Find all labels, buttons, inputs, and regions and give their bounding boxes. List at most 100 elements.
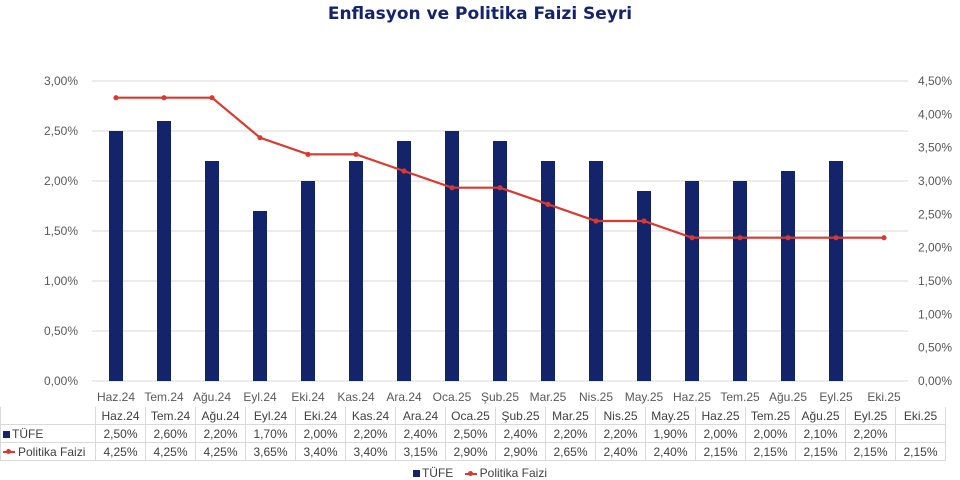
line-point xyxy=(881,235,887,241)
table-cell: 2,00% xyxy=(745,424,796,443)
line-point xyxy=(593,218,599,224)
table-header-cell: Eki.25 xyxy=(895,407,946,425)
y-left-tick-label: 3,00% xyxy=(44,74,78,88)
data-table: Haz.24 Tem.24 Ağu.24 Eyl.24 Eki.24 Kas.24 Ara.… xyxy=(0,407,946,461)
bar xyxy=(685,181,699,381)
table-corner-cell xyxy=(0,407,96,425)
bar xyxy=(301,181,315,381)
table-cell: 2,65% xyxy=(545,442,596,461)
table-cell: 2,40% xyxy=(645,442,696,461)
bar xyxy=(637,191,651,381)
bar xyxy=(829,161,843,381)
table-series-name: Politika Faizi xyxy=(18,444,86,459)
line-point xyxy=(833,235,839,241)
table-cell: 2,15% xyxy=(845,442,896,461)
y-right-tick-label: 0,50% xyxy=(918,341,952,355)
legend: TÜFE Politika Faizi xyxy=(0,466,960,480)
legend-item-line: Politika Faizi xyxy=(464,466,548,480)
x-tick-label: Kas.24 xyxy=(337,390,375,404)
x-tick-label: Oca.25 xyxy=(433,390,472,404)
bar xyxy=(589,161,603,381)
table-cell: 4,25% xyxy=(195,442,246,461)
table-header-cell: Ara.24 xyxy=(395,407,446,425)
table-row: Politika Faizi 4,25% 4,25% 4,25% 3,65% 3,40% 3… xyxy=(0,442,946,461)
y-left-tick-label: 2,00% xyxy=(44,174,78,188)
x-tick-label: Ara.24 xyxy=(386,390,422,404)
table-cell xyxy=(895,424,946,443)
x-tick-label: Eyl.24 xyxy=(243,390,277,404)
x-tick-label: Eki.24 xyxy=(291,390,325,404)
table-cell: 2,20% xyxy=(345,424,396,443)
bar xyxy=(253,211,267,381)
legend-line-key xyxy=(464,470,477,476)
bar xyxy=(109,131,123,381)
table-header-cell: Tem.24 xyxy=(145,407,196,425)
x-tick-label: Haz.25 xyxy=(673,390,711,404)
x-tick-label: Mar.25 xyxy=(530,390,567,404)
bar xyxy=(397,141,411,381)
table-header-cell: Eyl.24 xyxy=(245,407,296,425)
legend-label-bar: TÜFE xyxy=(421,466,454,480)
table-cell: 2,00% xyxy=(695,424,746,443)
table-cell: 2,60% xyxy=(145,424,196,443)
x-tick-label: May.25 xyxy=(625,390,664,404)
table-cell: 3,40% xyxy=(345,442,396,461)
table-cell: 2,40% xyxy=(595,442,646,461)
bar-key-icon xyxy=(3,430,10,438)
y-right-tick-label: 4,00% xyxy=(918,107,952,121)
table-cell: 4,25% xyxy=(95,442,146,461)
table-cell: 4,25% xyxy=(145,442,196,461)
line-point xyxy=(209,95,215,101)
table-series-name: TÜFE xyxy=(12,426,44,441)
table-series-label: TÜFE xyxy=(0,424,96,443)
table-cell: 2,50% xyxy=(95,424,146,443)
line-point xyxy=(641,218,647,224)
bar xyxy=(205,161,219,381)
table-cell: 2,15% xyxy=(695,442,746,461)
y-right-tick-label: 1,00% xyxy=(918,307,952,321)
y-left-tick-label: 0,00% xyxy=(44,374,78,388)
x-tick-label: Eyl.25 xyxy=(819,390,853,404)
chart-title: Enflasyon ve Politika Faizi Seyri xyxy=(327,4,633,24)
table-cell: 2,50% xyxy=(445,424,496,443)
line-point xyxy=(545,201,551,207)
table-cell: 3,65% xyxy=(245,442,296,461)
bar xyxy=(733,181,747,381)
table-header-cell: Mar.25 xyxy=(545,407,596,425)
table-cell: 3,15% xyxy=(395,442,446,461)
x-tick-label: Nis.25 xyxy=(579,390,613,404)
table-cell: 1,90% xyxy=(645,424,696,443)
table-cell: 1,70% xyxy=(245,424,296,443)
table-header-cell: Eyl.25 xyxy=(845,407,896,425)
table-cell: 2,20% xyxy=(195,424,246,443)
table-header-cell: May.25 xyxy=(645,407,696,425)
y-left-tick-label: 1,00% xyxy=(44,274,78,288)
line-point xyxy=(257,135,263,141)
line-point xyxy=(449,185,455,191)
table-cell: 2,10% xyxy=(795,424,846,443)
y-right-tick-label: 4,50% xyxy=(918,74,952,88)
bar xyxy=(349,161,363,381)
table-cell: 2,20% xyxy=(845,424,896,443)
table-cell: 2,15% xyxy=(795,442,846,461)
line-key-icon xyxy=(3,449,15,455)
table-header-row: Haz.24 Tem.24 Ağu.24 Eyl.24 Eki.24 Kas.24 Ara.… xyxy=(0,407,946,425)
legend-label-line: Politika Faizi xyxy=(479,466,548,480)
y-right-tick-label: 3,50% xyxy=(918,141,952,155)
y-left-tick-label: 1,50% xyxy=(44,224,78,238)
x-tick-label: Ağu.25 xyxy=(769,390,807,404)
table-row: TÜFE 2,50% 2,60% 2,20% 1,70% 2,00% 2,20% 2,40% 2… xyxy=(0,424,946,443)
y-right-tick-label: 1,50% xyxy=(918,274,952,288)
line-point xyxy=(305,151,311,157)
chart-plot: 0,00% 0,50% 1,00% 1,50% 2,00% 2,50% 3,00% 0,00%… xyxy=(44,74,952,404)
x-tick-label: Eki.25 xyxy=(867,390,901,404)
table-cell: 2,40% xyxy=(495,424,546,443)
x-tick-label: Şub.25 xyxy=(481,390,519,404)
line-point xyxy=(353,151,359,157)
bar xyxy=(493,141,507,381)
table-cell: 2,90% xyxy=(445,442,496,461)
line-point xyxy=(113,95,119,101)
table-header-cell: Nis.25 xyxy=(595,407,646,425)
table-header-cell: Oca.25 xyxy=(445,407,496,425)
y-right-tick-label: 3,00% xyxy=(918,174,952,188)
